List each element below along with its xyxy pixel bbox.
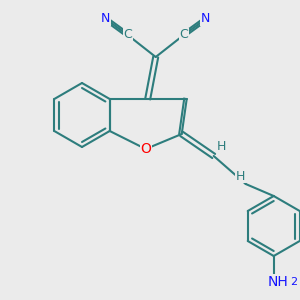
Text: O: O [140, 142, 151, 156]
Text: H: H [236, 169, 245, 182]
Text: C: C [123, 28, 132, 41]
Text: C: C [179, 28, 188, 41]
Text: H: H [217, 140, 226, 152]
Text: NH: NH [267, 275, 288, 289]
Text: N: N [201, 13, 210, 26]
Text: N: N [101, 13, 110, 26]
Text: 2: 2 [290, 277, 297, 287]
